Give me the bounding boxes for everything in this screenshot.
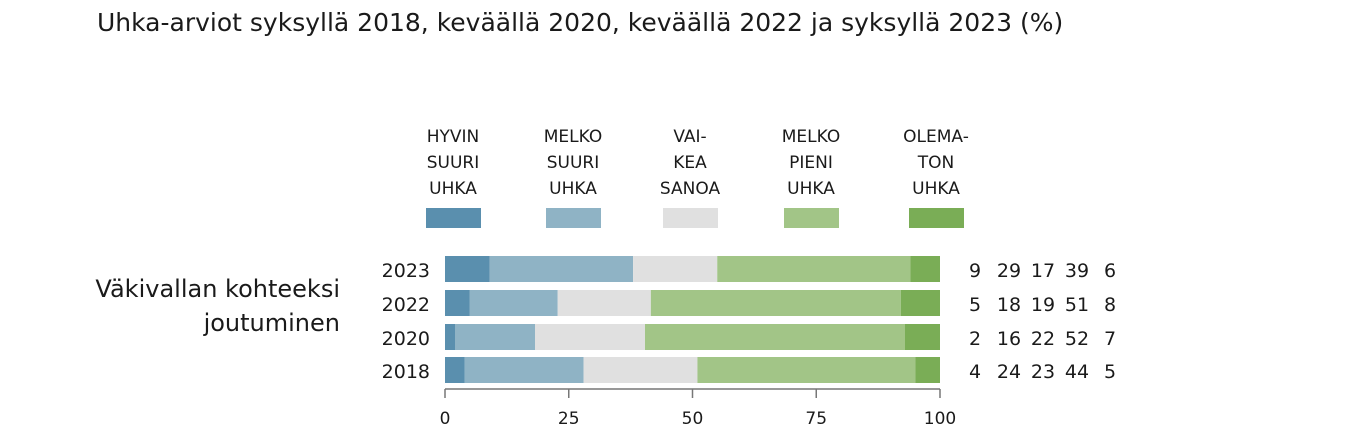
bar-segment <box>445 324 455 350</box>
legend-label: KEA <box>673 153 707 173</box>
bar-segment <box>915 357 940 383</box>
legend-item: MELKO SUURI UHKA <box>544 127 602 228</box>
legend-label: SANOA <box>660 179 721 199</box>
legend-item: OLEMA- TON UHKA <box>903 127 969 228</box>
data-label: 19 <box>1031 294 1055 316</box>
bar-segment <box>557 290 651 316</box>
tick-label: 75 <box>805 409 827 429</box>
data-label: 2 <box>969 328 981 350</box>
data-label: 9 <box>969 260 981 282</box>
legend-item: MELKO PIENI UHKA <box>782 127 840 228</box>
tick-label: 50 <box>682 409 704 429</box>
bar-segment <box>697 357 916 383</box>
category-label: 2022 <box>382 294 430 316</box>
data-label: 7 <box>1104 328 1116 350</box>
bar-row-2023: 2023 9 29 17 39 6 <box>382 256 1116 282</box>
bar-segment <box>717 256 911 282</box>
legend-swatch <box>909 208 964 228</box>
legend-swatch <box>663 208 718 228</box>
legend-label: UHKA <box>549 179 597 199</box>
data-label: 39 <box>1065 260 1089 282</box>
tick-label: 100 <box>924 409 956 429</box>
bar-segment <box>910 256 940 282</box>
data-label: 6 <box>1104 260 1116 282</box>
legend-label: TON <box>917 153 954 173</box>
bar-segment <box>633 256 718 282</box>
legend-swatch <box>784 208 839 228</box>
bar-segment <box>650 290 901 316</box>
legend-item: HYVIN SUURI UHKA <box>426 127 481 228</box>
legend-label: OLEMA- <box>903 127 969 147</box>
bar-segment <box>900 290 940 316</box>
bar-segment <box>469 290 558 316</box>
group-label-line-1: Väkivallan kohteeksi <box>95 275 340 303</box>
data-label: 24 <box>997 361 1021 383</box>
data-label: 22 <box>1031 328 1055 350</box>
legend-swatch <box>546 208 601 228</box>
category-label: 2020 <box>382 328 430 350</box>
bar-segment <box>464 357 584 383</box>
legend-label: SUURI <box>427 153 480 173</box>
data-label: 8 <box>1104 294 1116 316</box>
data-label: 16 <box>997 328 1021 350</box>
data-label: 51 <box>1065 294 1089 316</box>
bar-segment <box>445 357 465 383</box>
bar-segment <box>455 324 535 350</box>
data-label: 17 <box>1031 260 1055 282</box>
legend-label: PIENI <box>789 153 833 173</box>
bar-segment <box>445 290 470 316</box>
legend-item: VAI- KEA SANOA <box>660 127 721 228</box>
data-label: 5 <box>1104 361 1116 383</box>
data-label: 4 <box>969 361 981 383</box>
bar-segment <box>489 256 634 282</box>
legend-label: UHKA <box>787 179 835 199</box>
category-label: 2018 <box>382 361 430 383</box>
data-label: 44 <box>1065 361 1089 383</box>
legend-label: UHKA <box>912 179 960 199</box>
x-axis: 0 25 50 75 100 <box>440 388 956 429</box>
bar-segment <box>583 357 698 383</box>
legend-label: HYVIN <box>427 127 480 147</box>
legend-label: SUURI <box>547 153 600 173</box>
tick-label: 25 <box>558 409 580 429</box>
legend-swatch <box>426 208 481 228</box>
chart-title: Uhka-arviot syksyllä 2018, keväällä 2020… <box>97 8 1063 37</box>
group-label-line-2: joutuminen <box>203 309 340 337</box>
legend-label: MELKO <box>544 127 602 147</box>
data-label: 52 <box>1065 328 1089 350</box>
legend-label: UHKA <box>429 179 477 199</box>
tick-label: 0 <box>440 409 451 429</box>
legend: HYVIN SUURI UHKA MELKO SUURI UHKA VAI- KEA SANOA… <box>426 127 969 228</box>
legend-label: MELKO <box>782 127 840 147</box>
bar-row-2020: 2020 2 16 22 52 7 <box>382 324 1116 350</box>
bar-segment <box>535 324 645 350</box>
data-label: 29 <box>997 260 1021 282</box>
bar-segment <box>445 256 490 282</box>
data-label: 23 <box>1031 361 1055 383</box>
data-label: 18 <box>997 294 1021 316</box>
bar-segment <box>905 324 940 350</box>
bar-row-2018: 2018 4 24 23 44 5 <box>382 357 1116 383</box>
category-label: 2023 <box>382 260 430 282</box>
legend-label: VAI- <box>673 127 706 147</box>
data-label: 5 <box>969 294 981 316</box>
bar-row-2022: 2022 5 18 19 51 8 <box>382 290 1116 316</box>
bar-segment <box>645 324 905 350</box>
